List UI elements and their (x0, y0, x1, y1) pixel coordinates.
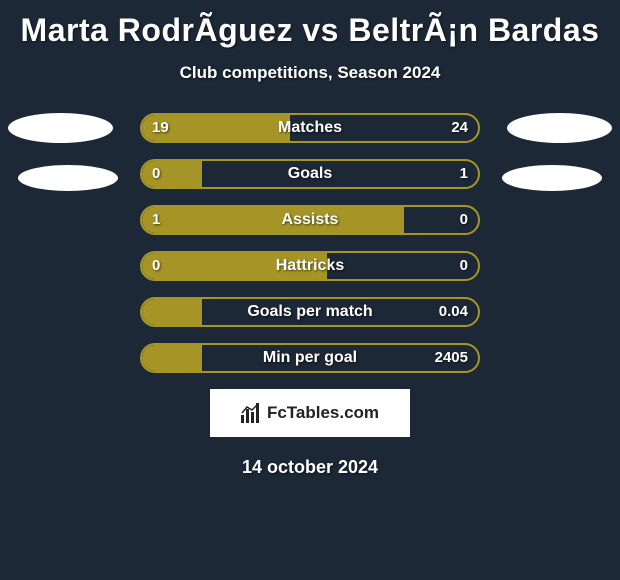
brand-text: FcTables.com (267, 403, 379, 423)
stat-row: 1Assists0 (140, 205, 480, 235)
stat-label: Hattricks (142, 253, 478, 279)
stat-label: Goals (142, 161, 478, 187)
player-right-avatar-2 (502, 165, 602, 191)
stat-right-value: 0 (460, 207, 468, 233)
stat-label: Matches (142, 115, 478, 141)
stat-right-value: 0 (460, 253, 468, 279)
stat-row: 0Hattricks0 (140, 251, 480, 281)
stat-label: Assists (142, 207, 478, 233)
page-subtitle: Club competitions, Season 2024 (0, 63, 620, 83)
stat-right-value: 2405 (435, 345, 468, 371)
player-left-avatar-1 (8, 113, 113, 143)
page-title: Marta RodrÃ­guez vs BeltrÃ¡n Bardas (0, 0, 620, 49)
stat-label: Min per goal (142, 345, 478, 371)
chart-icon (241, 403, 263, 423)
brand-badge: FcTables.com (210, 389, 410, 437)
stat-row: Min per goal2405 (140, 343, 480, 373)
stat-right-value: 0.04 (439, 299, 468, 325)
stat-row: 0Goals1 (140, 159, 480, 189)
stat-row: 19Matches24 (140, 113, 480, 143)
stat-label: Goals per match (142, 299, 478, 325)
stat-right-value: 1 (460, 161, 468, 187)
stat-row: Goals per match0.04 (140, 297, 480, 327)
player-left-avatar-2 (18, 165, 118, 191)
stat-right-value: 24 (451, 115, 468, 141)
player-right-avatar-1 (507, 113, 612, 143)
footer-date: 14 october 2024 (0, 457, 620, 478)
comparison-chart: 19Matches240Goals11Assists00Hattricks0Go… (0, 113, 620, 373)
